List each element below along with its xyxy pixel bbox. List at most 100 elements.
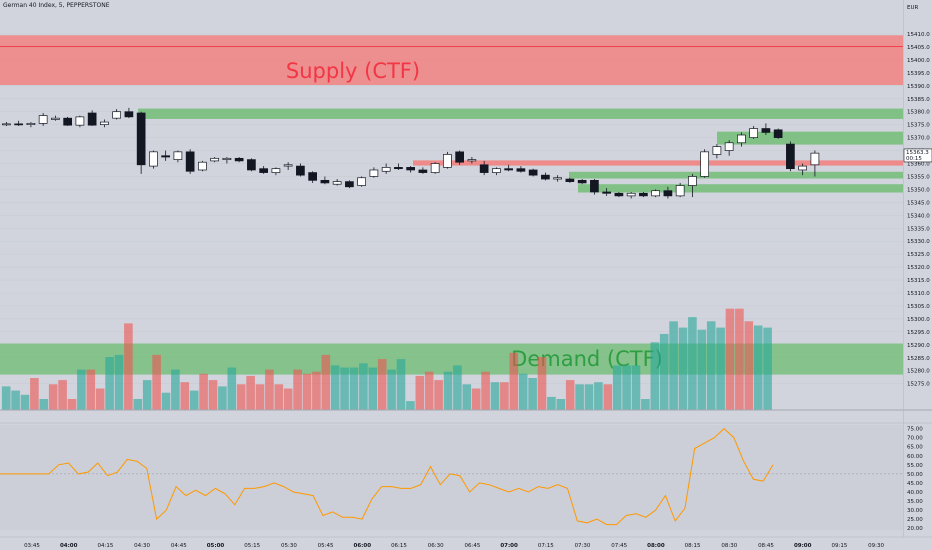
volume-bar xyxy=(1,386,11,410)
candle-body xyxy=(810,152,820,166)
candle-body xyxy=(798,165,808,171)
volume-bar xyxy=(171,369,180,410)
volume-bar xyxy=(377,359,387,410)
volume-bar xyxy=(462,384,472,410)
candle-body xyxy=(369,169,379,177)
candle-body xyxy=(112,111,122,119)
candle-body xyxy=(761,128,771,133)
volume-bar xyxy=(11,390,20,410)
candle-body xyxy=(136,112,146,166)
candle-body xyxy=(443,154,452,168)
volume-bar xyxy=(471,388,481,410)
candle-body xyxy=(749,128,759,138)
volume-bar xyxy=(565,380,575,410)
candle-body xyxy=(296,165,305,176)
candle-body xyxy=(492,168,501,173)
volume-bar xyxy=(575,384,584,410)
price-tag-countdown: 00:15 xyxy=(906,156,922,162)
candle-body xyxy=(320,179,330,184)
volume-bar xyxy=(302,373,312,410)
candle-body xyxy=(394,167,403,170)
y-tick-label: 15285.0 xyxy=(907,356,930,362)
y-tick-label: 15395.0 xyxy=(907,71,930,77)
volume-bar xyxy=(697,329,707,410)
candle-body xyxy=(773,129,783,138)
volume-bar xyxy=(133,399,143,410)
y-tick-label: 15315.0 xyxy=(907,278,930,284)
candle-body xyxy=(700,151,710,177)
y-tick-label: 15375.0 xyxy=(907,123,930,129)
candle-body xyxy=(381,167,391,172)
volume-bar xyxy=(30,378,39,410)
y-tick-label: 15360.0 xyxy=(907,162,930,168)
y-tick-label: 15275.0 xyxy=(907,382,930,388)
volume-bar xyxy=(246,375,255,410)
y-tick-label: 15280.0 xyxy=(907,369,930,375)
candle-body xyxy=(577,179,587,184)
x-tick-label: 07:00 xyxy=(500,543,518,549)
candle-body xyxy=(173,151,183,160)
volume-bar xyxy=(77,369,86,410)
volume-bar xyxy=(603,384,613,410)
volume-bar xyxy=(725,308,735,410)
indicator-tick-label: 40.00 xyxy=(907,490,923,496)
candle-body xyxy=(406,167,415,171)
indicator-tick-label: 65.00 xyxy=(907,445,923,451)
candle-body xyxy=(639,192,648,197)
candle-body xyxy=(418,169,428,173)
candle-body xyxy=(528,169,538,176)
price-tag-value: 15363.3 xyxy=(906,150,929,156)
volume-bar xyxy=(547,396,556,410)
volume-bar xyxy=(716,327,725,410)
volume-bar xyxy=(424,371,434,410)
candle-body xyxy=(565,178,575,182)
candle-body xyxy=(430,163,440,173)
indicator-tick-label: 45.00 xyxy=(907,481,923,487)
volume-bar xyxy=(152,354,161,410)
candle-body xyxy=(675,185,685,197)
y-tick-label: 15355.0 xyxy=(907,174,930,180)
indicator-line xyxy=(0,427,774,526)
candle-body xyxy=(602,191,612,194)
demand-level-zone xyxy=(138,108,903,119)
volume-bar xyxy=(189,390,199,410)
volume-bar xyxy=(556,399,566,410)
candle-body xyxy=(651,190,661,197)
volume-bar xyxy=(434,380,443,410)
zones-layer: Supply (CTF)Demand (CTF) xyxy=(0,35,903,375)
candle-body xyxy=(38,115,48,124)
indicator-tick-label: 25.00 xyxy=(907,517,923,523)
y-tick-label: 15295.0 xyxy=(907,330,930,336)
candle-body xyxy=(259,168,268,173)
volume-layer xyxy=(1,308,772,410)
candle-body xyxy=(234,157,244,162)
currency-label: EUR xyxy=(907,5,919,11)
candle-body xyxy=(26,123,36,126)
y-tick-label: 15320.0 xyxy=(907,265,930,271)
candle-body xyxy=(332,181,342,185)
candle-body xyxy=(124,111,134,118)
candle-body xyxy=(63,117,73,126)
volume-bar xyxy=(340,367,349,410)
demand-level-zone xyxy=(569,171,903,179)
y-tick-label: 15380.0 xyxy=(907,110,930,116)
candle-body xyxy=(222,157,232,160)
x-tick-label: 08:00 xyxy=(647,543,665,549)
x-tick-label: 04:30 xyxy=(134,543,150,549)
indicator-band xyxy=(0,425,903,530)
volume-bar xyxy=(415,375,425,410)
candle-body xyxy=(479,164,489,173)
candle-body xyxy=(626,192,636,197)
indicator-tick-label: 55.00 xyxy=(907,463,923,469)
indicator-tick-label: 30.00 xyxy=(907,508,923,514)
candle-body xyxy=(247,159,256,171)
volume-bar xyxy=(20,394,30,410)
volume-bar xyxy=(95,388,105,410)
candle-body xyxy=(100,121,109,125)
volume-bar xyxy=(481,371,490,410)
candle-body xyxy=(357,177,366,186)
x-tick-label: 09:15 xyxy=(831,543,847,549)
volume-bar xyxy=(406,401,415,410)
volume-bar xyxy=(312,371,321,410)
